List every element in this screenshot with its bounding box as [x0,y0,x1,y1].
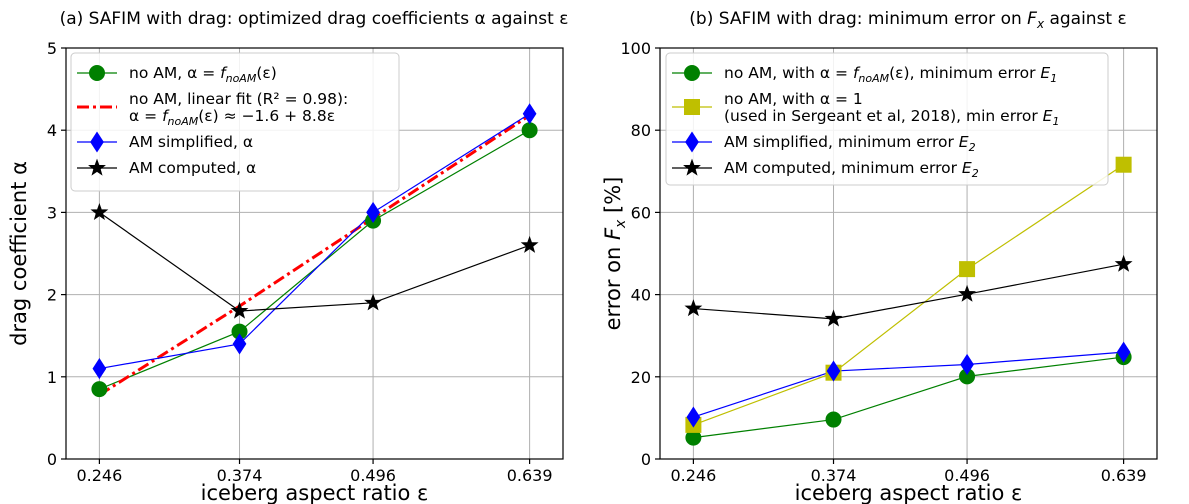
legend-marker-0 [684,65,700,81]
data-point-2-1 [232,333,247,355]
series-line-3 [693,263,1124,320]
y-axis-label: drag coefficient α [7,161,31,346]
data-point-3-3 [1114,254,1133,272]
data-point-3-2 [364,293,382,311]
series-line-1 [693,164,1124,426]
data-point-2-2 [960,353,974,376]
y-tick-label: 40 [631,286,651,305]
chart-title: (a) SAFIM with drag: optimized drag coef… [60,9,569,29]
data-point-3-3 [520,235,539,253]
data-point-2-3 [1116,341,1131,363]
legend-marker-1 [684,99,700,115]
legend-label-0: no AM, with α = fnoAM​(ε), minimum error… [724,64,1057,85]
chart-panel-a: (a) SAFIM with drag: optimized drag coef… [7,9,568,504]
legend-label-2: AM simplified, minimum error E2​ [724,133,976,154]
y-tick-label: 0 [641,450,651,469]
y-axis-label: error on Fx [%] [601,177,629,331]
series-line-0 [99,129,530,390]
series-line-1 [98,114,531,397]
legend-label-3: AM computed, minimum error E2​ [724,159,979,180]
data-point-2-0 [686,406,701,428]
x-tick-label: 0.639 [507,466,553,485]
data-point-2-3 [522,103,537,125]
y-tick-label: 0 [47,450,57,469]
series-line-0 [693,356,1124,439]
y-tick-label: 60 [631,203,651,222]
legend-label-1: (used in Sergeant et al, 2018), min erro… [724,107,1059,128]
series-line-2 [99,113,530,370]
legend-box [665,52,1109,186]
x-axis-label: iceberg aspect ratio ε [795,481,1023,504]
data-point-1-2 [959,261,976,278]
data-point-2-1 [826,360,841,382]
legend-marker-3 [683,158,701,176]
data-point-3-0 [684,299,703,317]
legend: no AM, α = fnoAM​(ε) no AM, linear fit (R… [70,52,400,192]
legend-marker-0 [89,65,105,81]
y-tick-label: 20 [631,368,651,387]
data-point-0-0 [91,381,108,398]
data-point-3-2 [958,284,976,302]
data-point-2-2 [366,201,380,223]
plot-frame [65,47,564,460]
legend-label-2: AM simplified, α [129,133,253,151]
legend-marker-2 [685,131,699,153]
data-point-3-1 [230,301,249,319]
legend-label-0: no AM, α = fnoAM​(ε) [129,64,277,85]
legend: no AM, with α = fnoAM​(ε), minimum error… [665,52,1109,186]
series-line-3 [99,211,530,312]
chart-title: (b) SAFIM with drag: minimum error on Fx… [689,9,1126,31]
x-tick-label: 0.374 [811,466,857,485]
y-tick-label: 3 [47,203,57,222]
data-point-3-0 [90,203,109,220]
legend-label-1: no AM, linear fit (R² = 0.98): [129,90,348,108]
legend-box [70,52,400,192]
y-tick-label: 2 [47,286,57,305]
legend-marker-2 [90,131,104,153]
data-point-0-1 [825,411,842,428]
x-tick-label: 0.374 [217,466,263,485]
x-tick-label: 0.246 [76,466,122,485]
data-point-0-3 [521,122,538,139]
legend-label-3: AM computed, α [129,159,256,177]
legend-label-1: no AM, with α = 1 [724,90,863,108]
series-line-2 [693,351,1124,418]
plot-frame [659,47,1158,460]
data-point-2-0 [92,358,107,380]
y-tick-label: 5 [47,39,57,58]
y-tick-label: 1 [47,368,57,387]
y-tick-label: 100 [620,39,651,58]
x-tick-label: 0.246 [670,466,716,485]
chart-panel-b: (b) SAFIM with drag: minimum error on Fx… [601,9,1158,504]
legend-marker-3 [88,158,106,176]
data-point-1-3 [1115,156,1132,173]
x-tick-label: 0.639 [1101,466,1147,485]
x-tick-label: 0.496 [350,466,396,485]
y-tick-label: 4 [47,121,57,140]
x-axis-label: iceberg aspect ratio ε [201,481,429,504]
y-tick-label: 80 [631,121,651,140]
x-tick-label: 0.496 [944,466,990,485]
legend-label-1: α = fnoAM​(ε) ≈ −1.6 + 8.8ε [129,107,335,128]
data-point-3-1 [824,309,843,327]
